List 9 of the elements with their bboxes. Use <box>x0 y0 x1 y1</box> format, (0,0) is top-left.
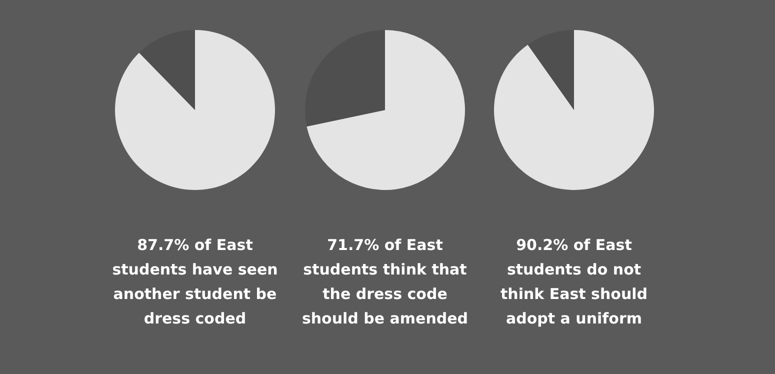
pie-slice <box>306 30 465 190</box>
pie-slice <box>528 30 574 110</box>
pie-slice <box>305 30 385 126</box>
pie-slice <box>115 30 275 190</box>
text: 71.7% of East students think that the dress code should be amended <box>302 236 468 328</box>
text: 90.2% of East students do not think East should adopt a uniform <box>500 236 648 328</box>
pie-slice <box>494 30 654 190</box>
pie-slice <box>139 30 195 110</box>
text: 87.7% of East students have seen another student be dress coded <box>112 236 278 328</box>
